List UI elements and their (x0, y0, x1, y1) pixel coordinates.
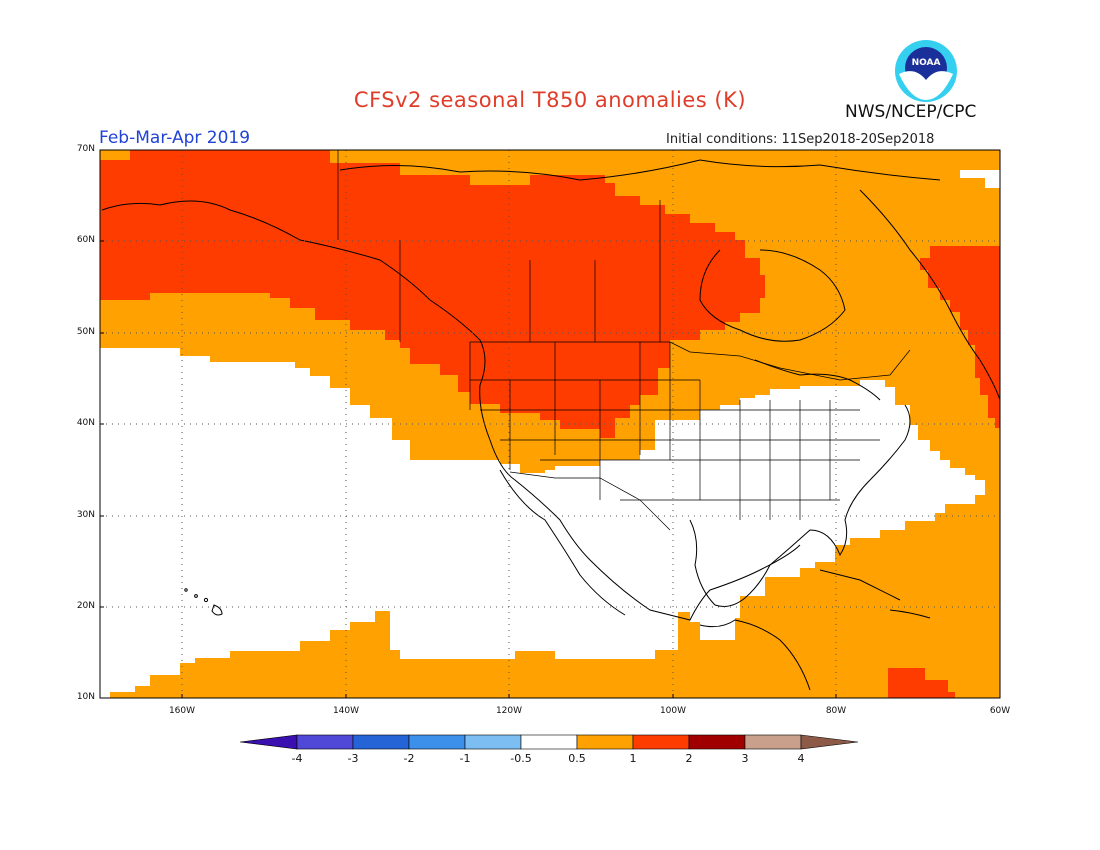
chart-title: CFSv2 seasonal T850 anomalies (K) (353, 88, 747, 112)
forecast-period: Feb-Mar-Apr 2019 (99, 128, 251, 148)
lon-tick-80w: 80W (825, 706, 847, 716)
colorbar-label-0-5: 0.5 (568, 752, 586, 765)
lat-tick-60n: 60N (76, 235, 95, 245)
lat-tick-50n: 50N (76, 327, 95, 337)
noaa-logo: NOAA (893, 38, 959, 104)
state-lines-west (469, 342, 641, 500)
colorbar-label-neg0-5: -0.5 (510, 752, 532, 765)
lon-tick-140w: 140W (332, 706, 360, 716)
colorbar-bin-2 (352, 734, 410, 750)
coastline-great-lakes (754, 359, 881, 401)
colorbar-label-2: 2 (685, 752, 693, 765)
border-canada-provinces (399, 200, 661, 342)
lat-tick-30n: 30N (76, 510, 95, 520)
lat-tick-10n: 10N (76, 692, 95, 702)
coastline-alaska (101, 200, 801, 621)
colorbar-label-neg4: -4 (291, 752, 303, 765)
lon-tick-100w: 100W (659, 706, 687, 716)
lon-tick-160w: 160W (168, 706, 196, 716)
colorbar-bin-1 (296, 734, 354, 750)
colorbar-bin-9 (744, 734, 802, 750)
neutral-region-arctic (960, 170, 1000, 188)
anomaly-region-strong (100, 150, 765, 438)
coastline-arctic (339, 159, 941, 181)
lon-tick-120w: 120W (495, 706, 523, 716)
lat-tick-20n: 20N (76, 601, 95, 611)
agency-label: NWS/NCEP/CPC (845, 102, 977, 122)
colorbar-bin-5 (520, 734, 578, 750)
colorbar-label-4: 4 (797, 752, 805, 765)
colorbar-label-neg1: -1 (459, 752, 471, 765)
anomaly-region-strong-caribbean (888, 668, 955, 698)
colorbar-label-neg2: -2 (403, 752, 415, 765)
lat-tick-70n: 70N (76, 144, 95, 154)
lat-tick-40n: 40N (76, 418, 95, 428)
colorbar-label-neg3: -3 (347, 752, 359, 765)
state-lines-horizontal (470, 379, 880, 501)
hawaii-islands (184, 588, 223, 616)
lon-tick-60w: 60W (989, 706, 1011, 716)
coastline-central-america (699, 619, 811, 691)
axis-ticks (100, 149, 1001, 699)
coastline-hudson-bay (699, 249, 846, 342)
logo-text: NOAA (912, 58, 941, 68)
colorbar-label-1: 1 (629, 752, 637, 765)
colorbar-extend-high (800, 734, 859, 750)
colorbar-extend-low (239, 734, 298, 750)
colorbar-bin-6 (576, 734, 634, 750)
colorbar-bin-3 (408, 734, 466, 750)
colorbar-bin-4 (464, 734, 522, 750)
political-boundaries (337, 150, 911, 531)
coastline-mexico-west (499, 469, 626, 616)
colorbar-label-3: 3 (741, 752, 749, 765)
coastline-caribbean-islands (819, 569, 931, 619)
coastline-labrador (859, 189, 1001, 401)
border-us-canada (470, 341, 911, 381)
colorbar-bin-8 (688, 734, 746, 750)
logo-gull (899, 71, 953, 100)
colorbar-bin-7 (632, 734, 690, 750)
coastlines (101, 159, 1001, 691)
gridlines (100, 150, 1000, 698)
coastline-gulf (689, 404, 911, 607)
colorbar (239, 734, 859, 750)
initial-conditions: Initial conditions: 11Sep2018-20Sep2018 (666, 132, 935, 147)
